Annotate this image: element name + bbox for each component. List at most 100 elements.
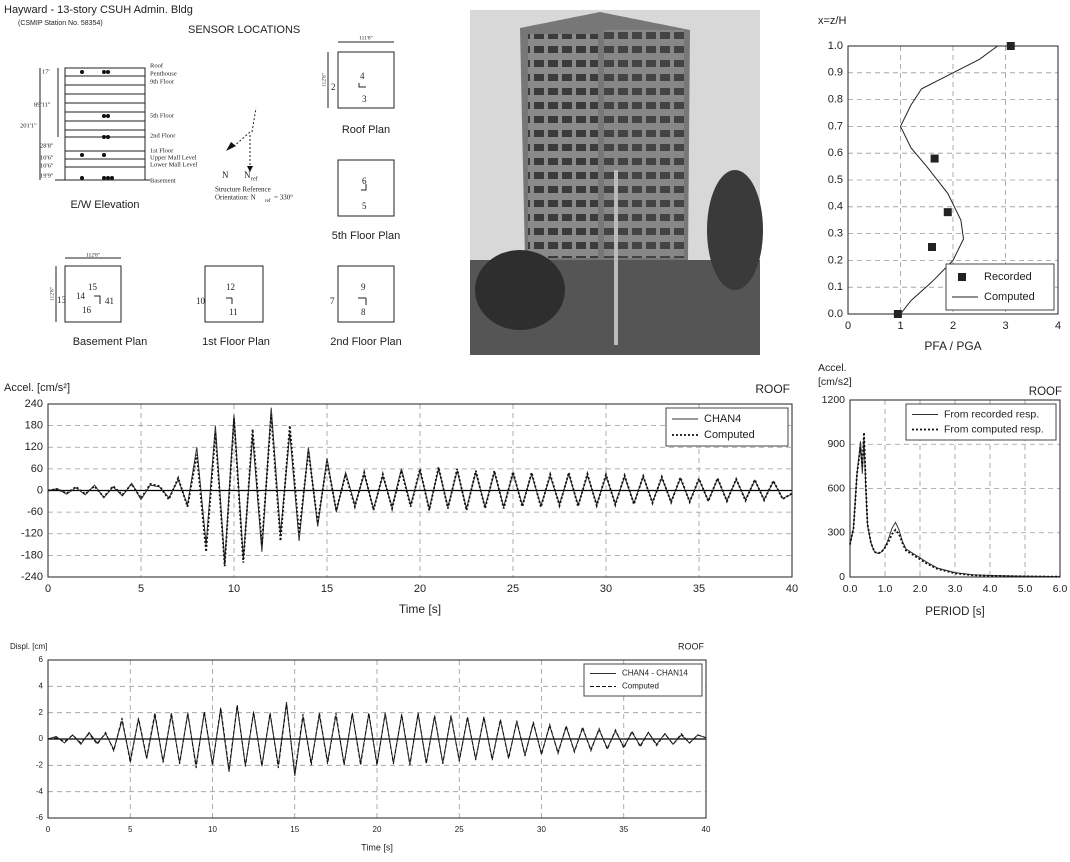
y-tick-label: -60	[27, 506, 43, 518]
elevation-drawing	[39, 67, 150, 181]
x-tick-label: 5	[138, 583, 144, 595]
x-tick-label: 1	[897, 320, 903, 332]
x-tick-label: 2	[950, 320, 956, 332]
plan-caption: Basement Plan	[73, 336, 148, 348]
y-tick-label: 0.4	[828, 201, 843, 213]
dim-label: 89'11"	[34, 101, 51, 108]
y-tick-label: -120	[21, 528, 43, 540]
x-axis-label: Time [s]	[361, 842, 393, 852]
sensor-label: 14	[76, 291, 86, 301]
plan-caption: Roof Plan	[342, 124, 390, 136]
x-tick-label: 0	[845, 320, 851, 332]
station: (CSMIP Station No. 58354)	[18, 20, 103, 27]
legend-box	[945, 263, 1055, 311]
x-tick-label: 0	[46, 825, 51, 834]
sensor-arrows	[94, 83, 367, 305]
y-tick-label: 4	[39, 681, 44, 690]
x-tick-label: 30	[600, 583, 612, 595]
marker	[1006, 42, 1015, 50]
x-axis-label: Time [s]	[399, 602, 441, 616]
x-tick-label: 2.0	[913, 583, 928, 595]
y-tick-label: 6	[39, 655, 44, 664]
orientation: N N ref Structure Reference Orientation:…	[215, 170, 293, 204]
y-tick-label: 0.7	[828, 120, 843, 132]
plan-outline	[204, 265, 264, 323]
marker	[928, 243, 936, 251]
annotation: ROOF	[1029, 386, 1062, 398]
legend-label: Computed	[704, 429, 755, 441]
y-tick-label: -2	[36, 760, 44, 769]
plan-captions: Roof Plan 5th Floor Plan Basement Plan 1…	[73, 124, 402, 348]
arrowheads	[226, 142, 253, 172]
x-tick-label: 3	[1002, 320, 1008, 332]
plan-caption: 5th Floor Plan	[332, 230, 400, 242]
plot-frame	[849, 399, 1061, 578]
sensor-label: 9	[361, 282, 366, 292]
marker	[930, 154, 939, 163]
x-tick-label: 15	[290, 825, 299, 834]
sensor-label: 7	[330, 296, 335, 306]
x-tick-label: 10	[208, 825, 217, 834]
dim-label: 28'8"	[40, 142, 54, 149]
level-label: 1st Floor	[150, 147, 174, 154]
plan-dims: 111'8" 112'8" 112'8" 112'8"	[49, 35, 373, 301]
x-tick-label: 20	[414, 583, 426, 595]
legend-label: CHAN4 - CHAN14	[622, 669, 688, 678]
x-tick-label: 35	[693, 583, 705, 595]
sensor-label: 13	[57, 295, 67, 305]
x-tick-label: 25	[507, 583, 519, 595]
x-axis-label: PFA / PGA	[924, 339, 981, 353]
orientation-note: Orientation: N	[215, 194, 256, 202]
x-tick-label: 5.0	[1018, 583, 1033, 595]
legend-label: From recorded resp.	[944, 408, 1039, 420]
series-line	[47, 704, 707, 774]
building-photo	[470, 10, 763, 355]
tree	[475, 250, 565, 330]
marker	[943, 208, 952, 217]
plan-caption: 1st Floor Plan	[202, 336, 270, 348]
x-tick-label: 40	[702, 825, 711, 834]
x-tick-label: 6.0	[1053, 583, 1068, 595]
x-tick-label: 4	[1055, 320, 1061, 332]
x-tick-label: 0	[45, 583, 51, 595]
y-tick-label: 900	[827, 438, 845, 450]
sensor-label: 6	[362, 176, 367, 186]
sensor-label: 11	[229, 307, 238, 317]
plan-outline	[337, 159, 395, 217]
y-tick-label: 0	[37, 484, 43, 496]
x-tick-label: 20	[373, 825, 382, 834]
series-line	[849, 432, 1061, 578]
tower-face	[528, 34, 598, 258]
y-tick-label: -180	[21, 549, 43, 561]
y-tick-label: 0.0	[828, 308, 843, 320]
legend-box	[583, 663, 703, 697]
orientation-note: Structure Reference	[215, 186, 271, 194]
plan-dim: 112'8"	[49, 287, 55, 301]
plan-caption: 2nd Floor Plan	[330, 336, 402, 348]
legend-label: Recorded	[984, 271, 1032, 283]
plan-outline	[337, 265, 395, 323]
chart-title: x=z/H	[818, 15, 846, 27]
north-arrows	[231, 107, 257, 170]
x-tick-label: 1.0	[878, 583, 893, 595]
marker	[893, 310, 902, 318]
level-label: Roof	[150, 62, 164, 69]
x-tick-label: 35	[619, 825, 628, 834]
orientation-note: = 330°	[274, 194, 293, 202]
series-line	[899, 45, 998, 315]
orientation-note: ref	[265, 199, 271, 204]
y-tick-label: 120	[25, 441, 43, 453]
y-tick-label: 2	[39, 708, 44, 717]
y-tick-label: 240	[25, 398, 43, 410]
y-tick-label: 0.3	[828, 228, 843, 240]
sensor-label: 12	[226, 282, 235, 292]
plan-outline	[64, 265, 122, 323]
level-label: Upper Mall Level	[150, 154, 197, 161]
level-label: 2nd Floor	[150, 132, 176, 139]
level-label: Basement	[150, 177, 176, 184]
level-label: Lower Mall Level	[150, 161, 197, 168]
plan-dim: 111'8"	[359, 35, 373, 41]
y-tick-label: -6	[36, 813, 44, 822]
